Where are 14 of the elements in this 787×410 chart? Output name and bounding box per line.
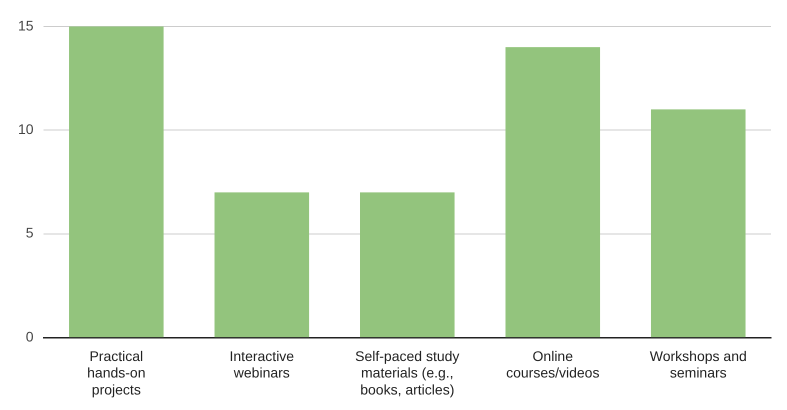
bar bbox=[505, 47, 600, 338]
bar bbox=[69, 26, 164, 338]
x-tick-label: Workshops and seminars bbox=[650, 348, 747, 381]
y-tick-label: 10 bbox=[18, 120, 34, 137]
y-tick-label: 0 bbox=[26, 328, 34, 344]
x-tick-label: Interactive webinars bbox=[230, 348, 294, 381]
y-tick-label: 15 bbox=[18, 17, 34, 34]
bar bbox=[360, 192, 455, 338]
y-tick-label: 5 bbox=[26, 224, 34, 241]
x-tick-label: Self-paced study materials (e.g., books, articles) bbox=[355, 348, 460, 398]
bar bbox=[214, 192, 310, 338]
x-tick-label: Practical hands-on projects bbox=[87, 348, 146, 398]
x-tick-label: Online courses/videos bbox=[506, 348, 600, 381]
bar bbox=[650, 109, 746, 338]
